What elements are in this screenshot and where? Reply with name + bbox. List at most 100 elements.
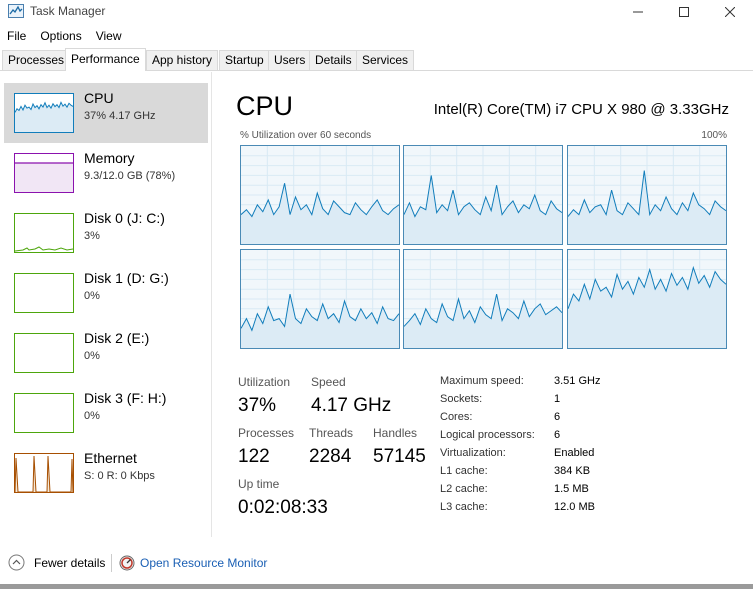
graph-axis-label: % Utilization over 60 seconds xyxy=(240,130,372,141)
tab-app-history[interactable]: App history xyxy=(146,50,219,70)
info-value-max-speed: 3.51 GHz xyxy=(554,375,601,387)
sidebar-item-memory[interactable]: Memory 9.3/12.0 GB (78%) xyxy=(4,143,208,203)
info-key-cores: Cores: xyxy=(440,411,473,423)
menu-bar: File Options View xyxy=(0,26,129,46)
window-title: Task Manager xyxy=(30,4,106,18)
sidebar-item-label: Ethernet xyxy=(84,450,137,466)
info-key-virtualization: Virtualization: xyxy=(440,447,506,459)
footer-divider xyxy=(111,554,112,572)
sidebar-item-label: Disk 2 (E:) xyxy=(84,330,150,346)
core-usage-line xyxy=(241,293,399,332)
sidebar-item-cpu[interactable]: CPU 37% 4.17 GHz xyxy=(4,83,208,143)
page-title: CPU xyxy=(236,91,294,121)
menu-view[interactable]: View xyxy=(95,29,122,43)
resource-monitor-icon xyxy=(119,555,135,571)
maximize-icon xyxy=(679,7,689,17)
tab-bar: Processes Performance App history Startu… xyxy=(0,48,753,71)
ethernet-thumbnail-graph xyxy=(14,453,74,493)
sidebar-item-disk-0[interactable]: Disk 0 (J: C:) 3% xyxy=(4,203,208,263)
menu-file[interactable]: File xyxy=(7,29,27,43)
maximize-button[interactable] xyxy=(661,0,707,24)
core-usage-area xyxy=(404,175,562,244)
tab-processes[interactable]: Processes xyxy=(2,50,71,70)
core-usage-line xyxy=(404,175,562,218)
core-usage-line xyxy=(404,293,562,327)
cpu-thumbnail-graph xyxy=(14,93,74,133)
info-key-sockets: Sockets: xyxy=(440,393,483,405)
core-usage-line xyxy=(241,183,399,218)
tab-performance[interactable]: Performance xyxy=(65,48,146,71)
sidebar-item-label: CPU xyxy=(84,90,114,106)
info-key-logical-processors: Logical processors: xyxy=(440,429,535,441)
sidebar-item-label: Disk 3 (F: H:) xyxy=(84,390,167,406)
sidebar-item-value: S: 0 R: 0 Kbps xyxy=(84,470,155,482)
uptime-label: Up time xyxy=(238,477,280,491)
fewer-details-button[interactable]: Fewer details xyxy=(34,556,106,570)
resource-sidebar: CPU 37% 4.17 GHz Memory 9.3/12.0 GB (78%… xyxy=(0,72,212,537)
sidebar-item-label: Memory xyxy=(84,150,135,166)
footer-bar: Fewer details Open Resource Monitor xyxy=(0,545,753,579)
threads-label: Threads xyxy=(309,426,354,440)
processes-value: 122 xyxy=(238,446,270,467)
core-usage-line xyxy=(568,170,726,217)
core-usage-area xyxy=(241,294,399,348)
utilization-label: Utilization xyxy=(238,375,291,389)
window-bottom-edge xyxy=(0,584,753,589)
disk-2-thumbnail-graph xyxy=(14,333,74,373)
info-value-l2-cache: 1.5 MB xyxy=(554,483,589,495)
uptime-value: 0:02:08:33 xyxy=(238,497,328,518)
processes-label: Processes xyxy=(238,426,295,440)
core-usage-area xyxy=(241,183,399,244)
sidebar-item-disk-1[interactable]: Disk 1 (D: G:) 0% xyxy=(4,263,208,323)
menu-options[interactable]: Options xyxy=(40,29,82,43)
sidebar-item-value: 3% xyxy=(84,230,100,242)
core-usage-area xyxy=(568,267,726,348)
core-graph-5 xyxy=(567,249,727,349)
info-value-cores: 6 xyxy=(554,411,561,423)
sidebar-item-ethernet[interactable]: Ethernet S: 0 R: 0 Kbps xyxy=(4,443,208,503)
close-icon xyxy=(725,7,735,17)
sidebar-item-value: 37% 4.17 GHz xyxy=(84,110,156,122)
core-graph-0 xyxy=(240,145,400,245)
info-key-max-speed: Maximum speed: xyxy=(440,375,524,387)
core-usage-line xyxy=(568,265,726,309)
tab-startup[interactable]: Startup xyxy=(219,50,270,70)
cpu-model-name: Intel(R) Core(TM) i7 CPU X 980 @ 3.33GHz xyxy=(433,101,729,118)
sidebar-item-label: Disk 1 (D: G:) xyxy=(84,270,169,286)
speed-label: Speed xyxy=(311,375,346,389)
memory-thumbnail-graph xyxy=(14,153,74,193)
disk-3-thumbnail-graph xyxy=(14,393,74,433)
tab-users[interactable]: Users xyxy=(268,50,312,70)
disk-0-thumbnail-graph xyxy=(14,213,74,253)
core-usage-area xyxy=(568,170,726,244)
info-key-l3-cache: L3 cache: xyxy=(440,501,488,513)
tab-details[interactable]: Details xyxy=(309,50,358,70)
core-graph-1 xyxy=(403,145,563,245)
speed-value: 4.17 GHz xyxy=(311,395,392,416)
info-value-sockets: 1 xyxy=(554,393,561,405)
handles-label: Handles xyxy=(373,426,418,440)
sidebar-item-value: 0% xyxy=(84,410,100,422)
sidebar-item-disk-3[interactable]: Disk 3 (F: H:) 0% xyxy=(4,383,208,443)
tab-services[interactable]: Services xyxy=(356,50,415,70)
open-resource-monitor-link[interactable]: Open Resource Monitor xyxy=(140,556,268,570)
core-graph-2 xyxy=(567,145,727,245)
sidebar-item-value: 9.3/12.0 GB (78%) xyxy=(84,170,176,182)
info-value-logical-processors: 6 xyxy=(554,429,561,441)
info-key-l1-cache: L1 cache: xyxy=(440,465,488,477)
close-button[interactable] xyxy=(707,0,753,24)
sidebar-item-label: Disk 0 (J: C:) xyxy=(84,210,165,226)
sidebar-item-value: 0% xyxy=(84,290,100,302)
minimize-button[interactable] xyxy=(615,0,661,24)
core-graph-3 xyxy=(240,249,400,349)
task-manager-icon xyxy=(8,4,24,18)
chevron-up-icon[interactable] xyxy=(8,554,25,571)
title-bar: Task Manager xyxy=(0,0,753,24)
info-value-l1-cache: 384 KB xyxy=(554,465,591,477)
sidebar-item-value: 0% xyxy=(84,350,100,362)
sidebar-item-disk-2[interactable]: Disk 2 (E:) 0% xyxy=(4,323,208,383)
minimize-icon xyxy=(633,11,643,13)
graph-max-label: 100% xyxy=(701,130,727,141)
disk-1-thumbnail-graph xyxy=(14,273,74,313)
info-key-l2-cache: L2 cache: xyxy=(440,483,488,495)
